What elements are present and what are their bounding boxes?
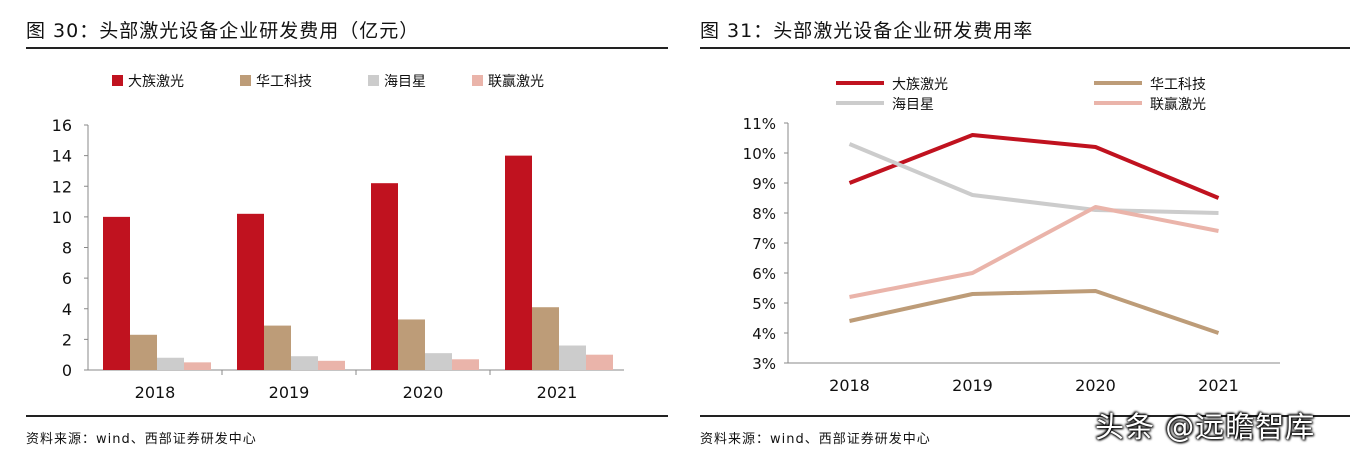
legend-label-series-1: 大族激光 <box>128 73 184 90</box>
figure-31-title: 图 31：头部激光设备企业研发费用率 <box>700 20 1034 42</box>
y-tick-label: 8 <box>62 239 72 258</box>
bar-series-3-2020 <box>425 353 452 370</box>
legend-label-series-2: 华工科技 <box>1150 77 1206 93</box>
y-tick-label: 8% <box>752 205 776 223</box>
y-tick-label: 5% <box>752 295 776 313</box>
line-series-4 <box>849 205 1219 299</box>
y-tick-label: 12 <box>52 177 72 196</box>
x-tick-label: 2018 <box>135 383 176 402</box>
figure-31-panel: 图 31：头部激光设备企业研发费用率 大族激光 华工科技海目星 联赢激光 3% 4% 5%… <box>690 0 1360 459</box>
bar-series-1-2019 <box>237 213 264 370</box>
y-tick-label: 6 <box>62 269 72 288</box>
legend-swatch-series-1 <box>112 75 123 86</box>
legend-swatch-series-4 <box>472 75 483 86</box>
legend-swatch-series-3 <box>368 75 379 86</box>
bar-series-3-2021 <box>559 345 586 370</box>
y-tick-label: 7% <box>752 235 776 253</box>
x-tick-label: 2019 <box>952 376 993 395</box>
bar-series-1-2018 <box>103 216 130 370</box>
legend-label-series-3: 海目星 <box>892 97 934 113</box>
bar-series-1-2021 <box>505 155 532 370</box>
bar-series-2-2021 <box>532 307 559 370</box>
y-tick-label: 4 <box>62 300 72 319</box>
line-series-3 <box>848 142 1219 215</box>
legend-swatch-series-2 <box>240 75 251 86</box>
bar-series-2-2018 <box>130 334 157 370</box>
legend-label-series-4: 联赢激光 <box>488 73 544 90</box>
y-tick-label: 10% <box>743 145 776 163</box>
y-tick-label: 16 <box>52 116 72 135</box>
x-tick-label: 2021 <box>537 383 578 402</box>
legend-label-series-1: 大族激光 <box>892 76 948 93</box>
x-tick-label: 2021 <box>1198 376 1239 395</box>
bar-series-2-2020 <box>398 319 425 370</box>
title-rule <box>26 47 668 49</box>
y-tick-label: 3% <box>752 355 776 373</box>
x-tick-label: 2018 <box>829 376 870 395</box>
bar-series-1-2020 <box>371 183 398 370</box>
source-rule <box>700 415 1350 417</box>
x-tick-label: 2019 <box>269 383 310 402</box>
bar-series-3-2019 <box>291 356 318 370</box>
legend-label-series-4: 联赢激光 <box>1150 96 1206 113</box>
watermark-text: 头条 @远瞻智库 <box>1095 410 1316 444</box>
y-tick-label: 14 <box>52 147 72 166</box>
source-rule <box>26 415 668 417</box>
y-tick-label: 9% <box>752 175 776 193</box>
figure-30-source: 资料来源：wind、西部证券研发中心 <box>26 432 257 447</box>
legend-label-series-2: 华工科技 <box>256 74 312 90</box>
y-tick-label: 6% <box>752 265 776 283</box>
bar-series-4-2019 <box>318 360 345 370</box>
bar-chart: 大族激光 华工科技 海目星 联赢激光 0 2 4 6 8 10 12 14 16 2018 2019 2020… <box>52 73 624 402</box>
y-tick-label: 11% <box>743 115 776 133</box>
line-series-2 <box>849 289 1220 335</box>
bar-series-2-2019 <box>264 325 291 370</box>
x-tick-label: 2020 <box>403 383 444 402</box>
title-rule <box>700 47 1350 49</box>
line-series-1 <box>848 133 1220 200</box>
bar-series-4-2021 <box>586 354 613 370</box>
y-tick-label: 4% <box>752 325 776 343</box>
y-tick-label: 0 <box>62 361 72 380</box>
legend-label-series-3: 海目星 <box>384 74 426 90</box>
y-tick-label: 10 <box>52 208 72 227</box>
bar-series-4-2020 <box>452 359 479 370</box>
figure-30-panel: 图 30：头部激光设备企业研发费用（亿元） 大族激光 华工科技 海目星 联赢激光 0 2 4… <box>26 20 668 447</box>
bar-series-4-2018 <box>184 362 211 370</box>
bar-series-3-2018 <box>157 357 184 370</box>
figure-30-title: 图 30：头部激光设备企业研发费用（亿元） <box>26 20 420 42</box>
figure-31-source: 资料来源：wind、西部证券研发中心 <box>700 432 931 447</box>
x-tick-label: 2020 <box>1075 376 1116 395</box>
y-tick-label: 2 <box>62 330 72 349</box>
